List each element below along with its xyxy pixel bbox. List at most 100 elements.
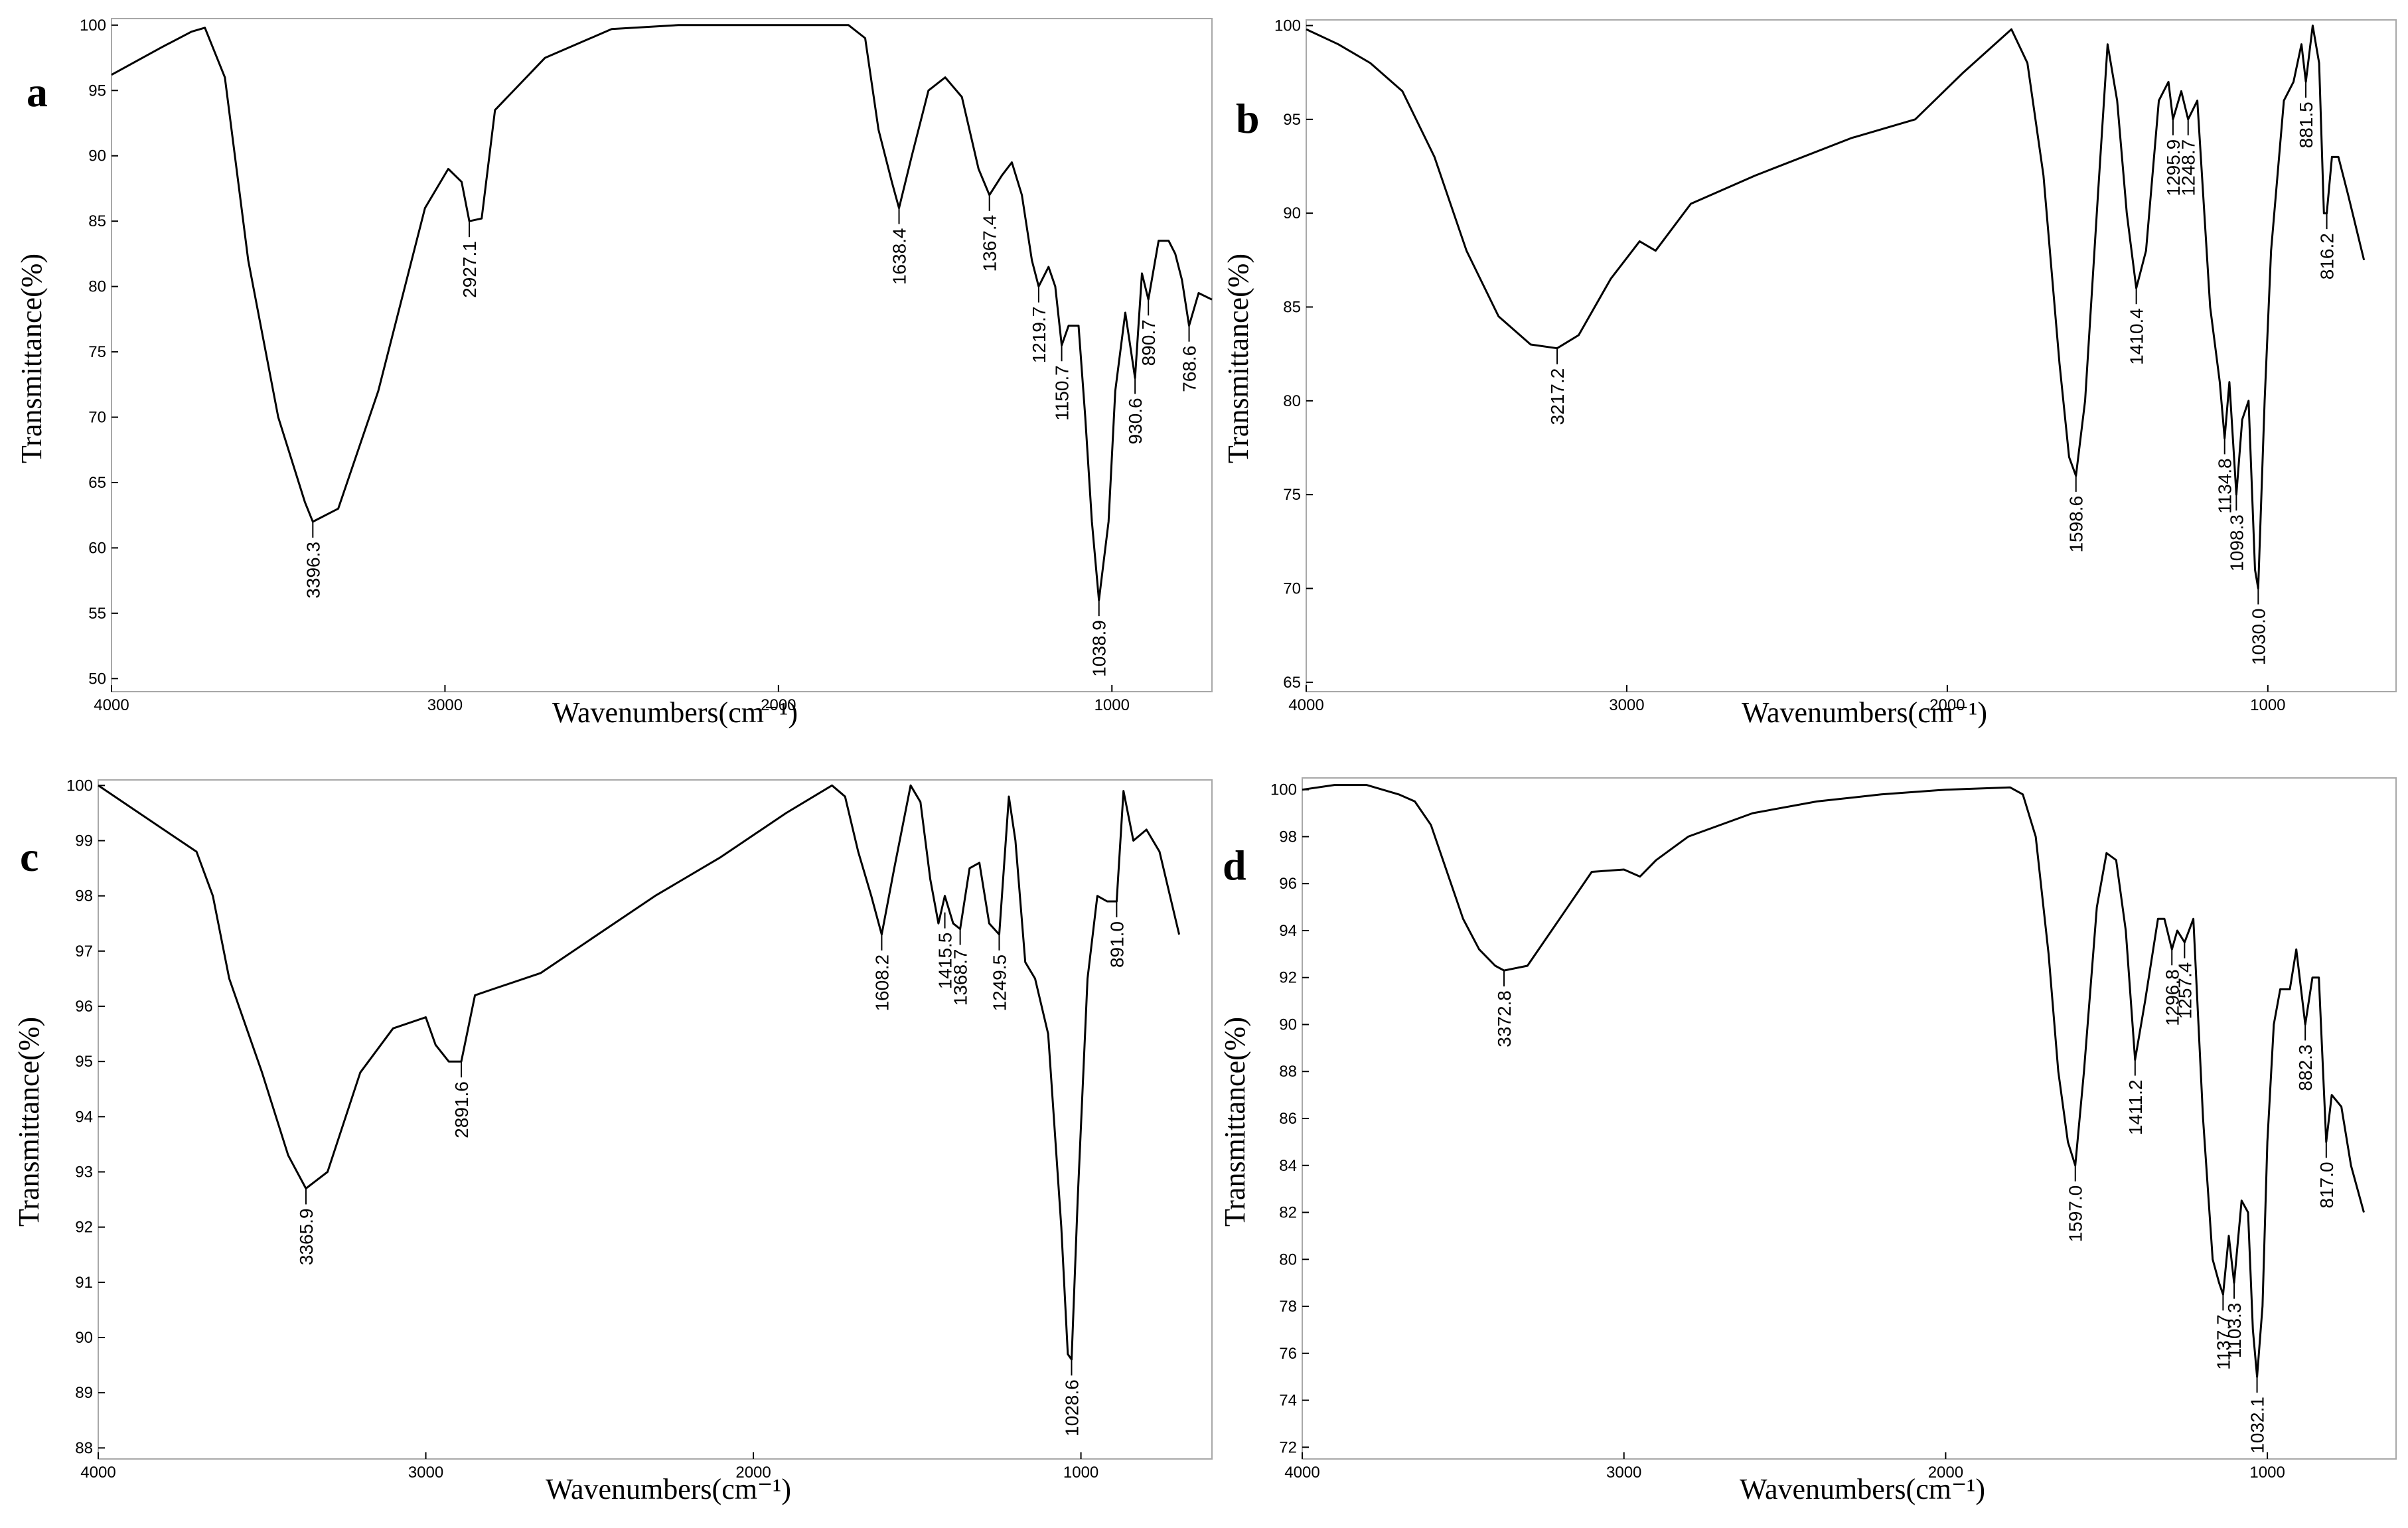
y-tick-label: 90 <box>75 1329 93 1347</box>
y-tick-label: 80 <box>88 278 106 296</box>
x-tick-label: 3000 <box>408 1464 443 1482</box>
peak-label: 1295.9 <box>2163 139 2184 196</box>
y-tick-label: 95 <box>75 1053 93 1071</box>
y-tick-label: 86 <box>1279 1110 1297 1128</box>
y-tick-label: 96 <box>75 998 93 1016</box>
plot-frame <box>1302 777 2397 1460</box>
y-tick-label: 50 <box>88 670 106 688</box>
y-tick-label: 88 <box>75 1439 93 1457</box>
peak-label: 2927.1 <box>459 241 480 298</box>
x-axis-label: Wavenumbers(cm⁻¹) <box>552 696 798 729</box>
y-tick-label: 91 <box>75 1274 93 1292</box>
peak-label: 1248.7 <box>2178 139 2199 196</box>
y-tick-label: 90 <box>1279 1016 1297 1033</box>
y-tick-label: 92 <box>75 1219 93 1237</box>
y-tick-label: 84 <box>1279 1157 1297 1175</box>
y-tick-label: 100 <box>80 17 106 35</box>
x-tick-label: 1000 <box>1063 1464 1098 1482</box>
x-tick-label: 1000 <box>2249 1464 2285 1482</box>
x-tick-label: 1000 <box>1094 696 1130 714</box>
y-tick-label: 75 <box>1283 486 1301 504</box>
peak-label: 3372.8 <box>1494 990 1515 1047</box>
y-tick-label: 85 <box>1283 299 1301 317</box>
y-tick-label: 80 <box>1283 392 1301 410</box>
peak-label: 891.0 <box>1106 921 1127 968</box>
spectrum-line-b <box>1306 25 2366 589</box>
panel-letter: d <box>1223 842 1246 889</box>
peak-label: 3365.9 <box>296 1208 317 1265</box>
y-tick-label: 99 <box>75 832 93 850</box>
x-tick-label: 3000 <box>427 696 463 714</box>
x-tick-label: 2000 <box>761 696 796 714</box>
y-tick-label: 70 <box>1283 580 1301 598</box>
peak-label: 890.7 <box>1138 319 1159 366</box>
y-tick-label: 78 <box>1279 1298 1297 1316</box>
y-tick-label: 95 <box>1283 111 1301 129</box>
peak-label: 3396.3 <box>303 542 323 599</box>
peak-label: 1296.8 <box>2162 969 2182 1026</box>
y-tick-label: 90 <box>1283 204 1301 222</box>
peak-label: 816.2 <box>2317 233 2338 279</box>
spectrum-line-a <box>111 24 1213 601</box>
y-tick-label: 85 <box>88 212 106 230</box>
y-tick-label: 97 <box>75 943 93 960</box>
peak-label: 1415.5 <box>935 933 956 990</box>
panel-letter: c <box>20 833 38 880</box>
peak-label: 1638.4 <box>889 228 910 285</box>
peak-label: 1597.0 <box>2066 1185 2086 1243</box>
peak-label: 1257.4 <box>2174 962 2195 1020</box>
x-axis-label: Wavenumbers(cm⁻¹) <box>1740 1473 1985 1505</box>
peak-label: 930.6 <box>1125 398 1146 444</box>
panel-a: 50 55 60 65 70 75 80 85 90 95 100 4000 3000 2000 1000 3… <box>15 17 1213 729</box>
y-tick-label: 95 <box>88 82 106 100</box>
peak-label: 1030.0 <box>2248 609 2269 666</box>
y-tick-label: 100 <box>66 777 93 795</box>
y-axis-label: Transmittance(%) <box>13 1017 45 1227</box>
peak-label: 882.3 <box>2295 1044 2316 1091</box>
x-axis-label: Wavenumbers(cm⁻¹) <box>1742 696 1987 729</box>
y-tick-label: 60 <box>88 539 106 557</box>
y-tick-label: 100 <box>1274 17 1301 35</box>
y-tick-label: 98 <box>75 887 93 905</box>
peak-label: 1134.8 <box>2215 458 2235 514</box>
panel-b: 65 70 75 80 85 90 95 100 4000 3000 2000 1000 3217.2 1… <box>1222 17 2397 729</box>
peak-label: 1598.6 <box>2066 496 2087 553</box>
plot-frame <box>111 18 1213 692</box>
peak-label: 1367.4 <box>980 215 1000 272</box>
y-axis-label: Transmittance(%) <box>1219 1017 1251 1227</box>
y-tick-label: 92 <box>1279 969 1297 987</box>
y-tick-label: 94 <box>1279 922 1297 940</box>
panel-letter: b <box>1236 95 1260 142</box>
panel-letter: a <box>27 68 48 115</box>
y-tick-label: 89 <box>75 1384 93 1402</box>
y-tick-label: 72 <box>1279 1438 1297 1456</box>
y-tick-label: 65 <box>1283 674 1301 692</box>
x-tick-label: 4000 <box>94 696 129 714</box>
peak-label: 1608.2 <box>871 955 892 1012</box>
y-tick-label: 80 <box>1279 1251 1297 1268</box>
peak-label: 817.0 <box>2316 1162 2337 1208</box>
x-axis-label: Wavenumbers(cm⁻¹) <box>546 1473 791 1505</box>
y-tick-label: 65 <box>88 474 106 492</box>
x-tick-label: 1000 <box>2250 696 2285 714</box>
peak-label: 3217.2 <box>1547 368 1568 425</box>
y-tick-label: 93 <box>75 1164 93 1182</box>
y-axis-label: Transmittance(%) <box>15 254 48 463</box>
y-tick-label: 88 <box>1279 1063 1297 1081</box>
y-tick-label: 82 <box>1279 1204 1297 1222</box>
y-tick-label: 96 <box>1279 875 1297 893</box>
plot-frame <box>98 779 1213 1460</box>
peak-label: 1103.3 <box>2224 1303 2245 1359</box>
x-tick-label: 4000 <box>1288 696 1323 714</box>
peak-label: 1249.5 <box>989 955 1010 1012</box>
peak-label: 1150.7 <box>1052 365 1073 421</box>
x-tick-label: 2000 <box>735 1464 771 1482</box>
peak-label: 1368.7 <box>950 949 971 1006</box>
y-tick-label: 55 <box>88 605 106 623</box>
peak-label: 1098.3 <box>2226 514 2247 572</box>
x-tick-label: 2000 <box>1928 1464 1963 1482</box>
y-tick-label: 75 <box>88 343 106 361</box>
y-tick-label: 90 <box>88 147 106 165</box>
x-tick-label: 2000 <box>1929 696 1965 714</box>
